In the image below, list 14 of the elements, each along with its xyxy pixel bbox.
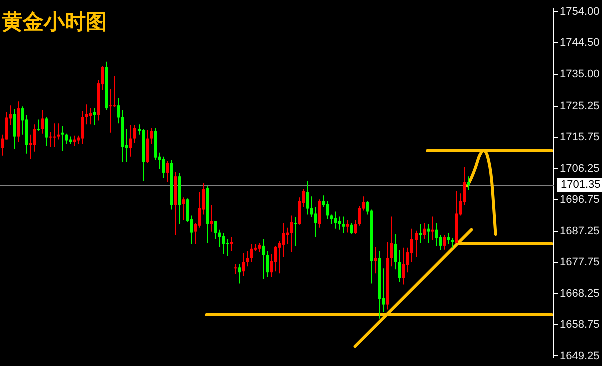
y-tick-label: 1687.25 bbox=[560, 225, 600, 238]
y-tick-label: 1658.75 bbox=[560, 319, 600, 332]
ref-line-label: 1701.35 bbox=[561, 179, 601, 192]
y-tick-label: 1744.50 bbox=[560, 37, 600, 50]
y-tick-label: 1725.25 bbox=[560, 100, 600, 112]
y-tick-label: 1649.25 bbox=[560, 350, 600, 362]
y-tick-label: 1706.25 bbox=[560, 162, 600, 175]
y-tick-label: 1668.25 bbox=[560, 288, 600, 300]
chart-title: 黄金小时图 bbox=[2, 9, 107, 36]
y-tick-label: 1677.75 bbox=[560, 256, 600, 269]
y-tick-label: 1696.75 bbox=[560, 194, 600, 206]
y-tick-label: 1715.75 bbox=[560, 132, 600, 144]
y-tick-label: 1754.00 bbox=[560, 6, 600, 18]
y-tick-label: 1735.00 bbox=[560, 68, 600, 80]
